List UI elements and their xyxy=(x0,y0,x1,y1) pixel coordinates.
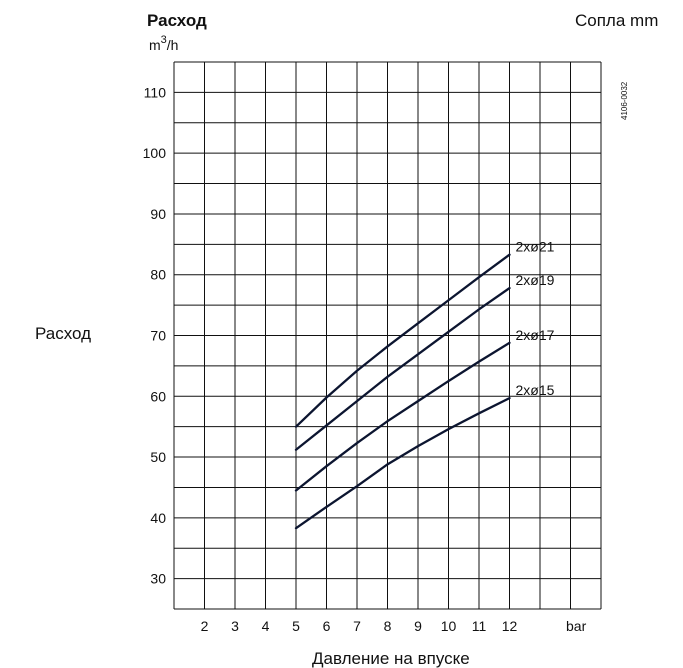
x-tick-label: 11 xyxy=(472,618,487,634)
y-tick-label: 60 xyxy=(150,388,166,404)
chart-title: Расход xyxy=(147,11,207,30)
x-tick-label: 3 xyxy=(231,618,239,634)
y-tick-label: 90 xyxy=(150,206,166,222)
x-tick-label: 9 xyxy=(414,618,422,634)
y-tick-label: 40 xyxy=(150,510,166,526)
y-tick-label: 110 xyxy=(144,84,167,100)
series-label: 2xø21 xyxy=(516,239,555,255)
series-line xyxy=(294,286,511,451)
series-label: 2xø15 xyxy=(516,382,555,398)
y-tick-label: 70 xyxy=(150,328,166,344)
x-tick-label: 5 xyxy=(292,618,300,634)
nozzle-legend-title: Сопла mm xyxy=(575,11,658,30)
x-tick-label: 6 xyxy=(323,618,331,634)
x-tick-label: 8 xyxy=(384,618,392,634)
y-tick-label: 50 xyxy=(150,449,166,465)
chart-series: 2xø21 2xø19 2xø17 2xø15 xyxy=(294,239,555,530)
x-unit-label: bar xyxy=(566,618,587,634)
y-tick-label: 30 xyxy=(150,571,166,587)
series-line xyxy=(294,396,511,530)
y-axis-label: Расход xyxy=(35,324,91,343)
chart-grid xyxy=(173,61,602,610)
x-tick-label: 7 xyxy=(353,618,361,634)
x-axis-label: Давление на впуске xyxy=(312,649,470,668)
x-tick-label: 2 xyxy=(201,618,209,634)
x-axis-ticks: 2 3 4 5 6 7 8 9 10 11 12 xyxy=(201,618,518,634)
y-tick-label: 100 xyxy=(143,145,167,161)
figure-code: 4106-0032 xyxy=(620,81,629,120)
series-line xyxy=(294,253,511,428)
series-label: 2xø19 xyxy=(516,272,555,288)
series-label: 2xø17 xyxy=(516,327,555,343)
x-tick-label: 10 xyxy=(441,618,457,634)
x-tick-label: 4 xyxy=(262,618,270,634)
y-tick-label: 80 xyxy=(150,267,166,283)
series-line xyxy=(294,341,511,492)
y-axis-ticks: 30 40 50 60 70 80 90 100 110 xyxy=(143,84,167,586)
y-unit-label: m3/h xyxy=(149,34,178,53)
x-tick-label: 12 xyxy=(502,618,518,634)
